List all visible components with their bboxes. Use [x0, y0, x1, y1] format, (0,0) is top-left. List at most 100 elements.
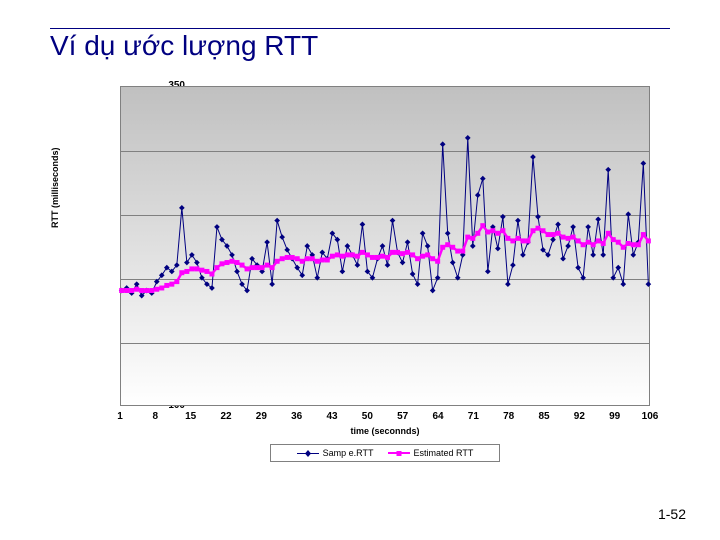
series-marker: [230, 259, 235, 264]
series-marker: [530, 228, 535, 233]
x-tick: 106: [640, 411, 660, 422]
series-marker: [505, 236, 510, 241]
series-marker: [536, 226, 541, 231]
series-marker: [270, 265, 275, 270]
series-marker: [240, 263, 245, 268]
series-marker: [621, 245, 626, 250]
series-marker: [340, 269, 346, 275]
series-marker: [284, 247, 290, 253]
series-marker: [560, 256, 566, 262]
series-marker: [295, 256, 300, 261]
x-tick: 36: [287, 411, 307, 422]
series-marker: [616, 240, 621, 245]
series-marker: [405, 250, 410, 255]
series-marker: [139, 288, 144, 293]
series-marker: [555, 222, 561, 228]
series-marker: [455, 249, 460, 254]
series-marker: [485, 269, 491, 275]
series-marker: [440, 245, 445, 250]
series-marker: [470, 236, 475, 241]
x-tick: 43: [322, 411, 342, 422]
series-marker: [189, 252, 195, 258]
series-marker: [641, 232, 646, 237]
series-marker: [586, 240, 591, 245]
series-marker: [360, 250, 365, 255]
series-marker: [551, 232, 556, 237]
series-marker: [269, 281, 275, 287]
series-marker: [636, 242, 641, 247]
series-marker: [285, 255, 290, 260]
series-marker: [265, 263, 270, 268]
series-line: [122, 226, 649, 291]
series-marker: [194, 266, 199, 271]
series-marker: [600, 252, 606, 258]
series-marker: [300, 259, 305, 264]
series-marker: [595, 216, 601, 222]
series-marker: [335, 252, 340, 257]
legend-label-sample: Samp e.RTT: [323, 448, 374, 458]
x-tick: 85: [534, 411, 554, 422]
series-marker: [435, 275, 441, 281]
x-axis-label: time (seconnds): [60, 426, 710, 436]
series-marker: [410, 252, 415, 257]
series-marker: [390, 218, 396, 224]
series-marker: [250, 265, 255, 270]
series-marker: [596, 238, 601, 243]
series-marker: [510, 262, 516, 268]
series-marker: [255, 265, 260, 270]
series-marker: [279, 234, 285, 240]
series-marker: [435, 259, 440, 264]
series-marker: [556, 231, 561, 236]
series-marker: [264, 239, 270, 245]
legend: Samp e.RTT Estimated RTT: [270, 444, 500, 462]
series-marker: [184, 260, 190, 266]
series-marker: [490, 228, 495, 233]
x-tick: 71: [463, 411, 483, 422]
series-marker: [581, 242, 586, 247]
title-rule: [50, 28, 670, 29]
series-marker: [234, 269, 240, 275]
series-marker: [631, 242, 636, 247]
series-marker: [465, 235, 470, 240]
series-marker: [174, 279, 179, 284]
series-marker: [345, 252, 350, 257]
series-marker: [430, 256, 435, 261]
series-marker: [520, 238, 525, 243]
series-marker: [480, 176, 486, 182]
series-marker: [460, 249, 465, 254]
series-marker: [325, 258, 330, 263]
series-marker: [575, 265, 581, 271]
series-marker: [320, 258, 325, 263]
series-marker: [546, 232, 551, 237]
series-marker: [570, 224, 576, 230]
x-tick: 1: [110, 411, 130, 422]
rtt-chart: RTT (milliseconds) time (seconnds) 10015…: [60, 78, 660, 468]
series-marker: [500, 228, 505, 233]
series-marker: [450, 260, 456, 266]
series-marker: [375, 255, 380, 260]
series-marker: [530, 154, 536, 160]
series-marker: [209, 271, 214, 276]
plot-area: [120, 86, 650, 406]
series-marker: [380, 243, 386, 249]
series-marker: [415, 256, 420, 261]
series-marker: [626, 241, 631, 246]
series-marker: [124, 288, 129, 293]
series-marker: [640, 160, 646, 166]
series-marker: [580, 275, 586, 281]
series-marker: [395, 250, 400, 255]
series-marker: [370, 255, 375, 260]
series-marker: [360, 222, 366, 228]
chart-series: [121, 87, 649, 405]
series-marker: [591, 242, 596, 247]
series-marker: [525, 238, 530, 243]
series-marker: [134, 287, 139, 292]
series-marker: [646, 281, 652, 287]
series-marker: [214, 224, 220, 230]
series-marker: [305, 256, 310, 261]
series-marker: [119, 288, 124, 293]
series-marker: [485, 230, 490, 235]
series-marker: [610, 275, 616, 281]
legend-label-estimated: Estimated RTT: [414, 448, 474, 458]
series-marker: [149, 288, 154, 293]
